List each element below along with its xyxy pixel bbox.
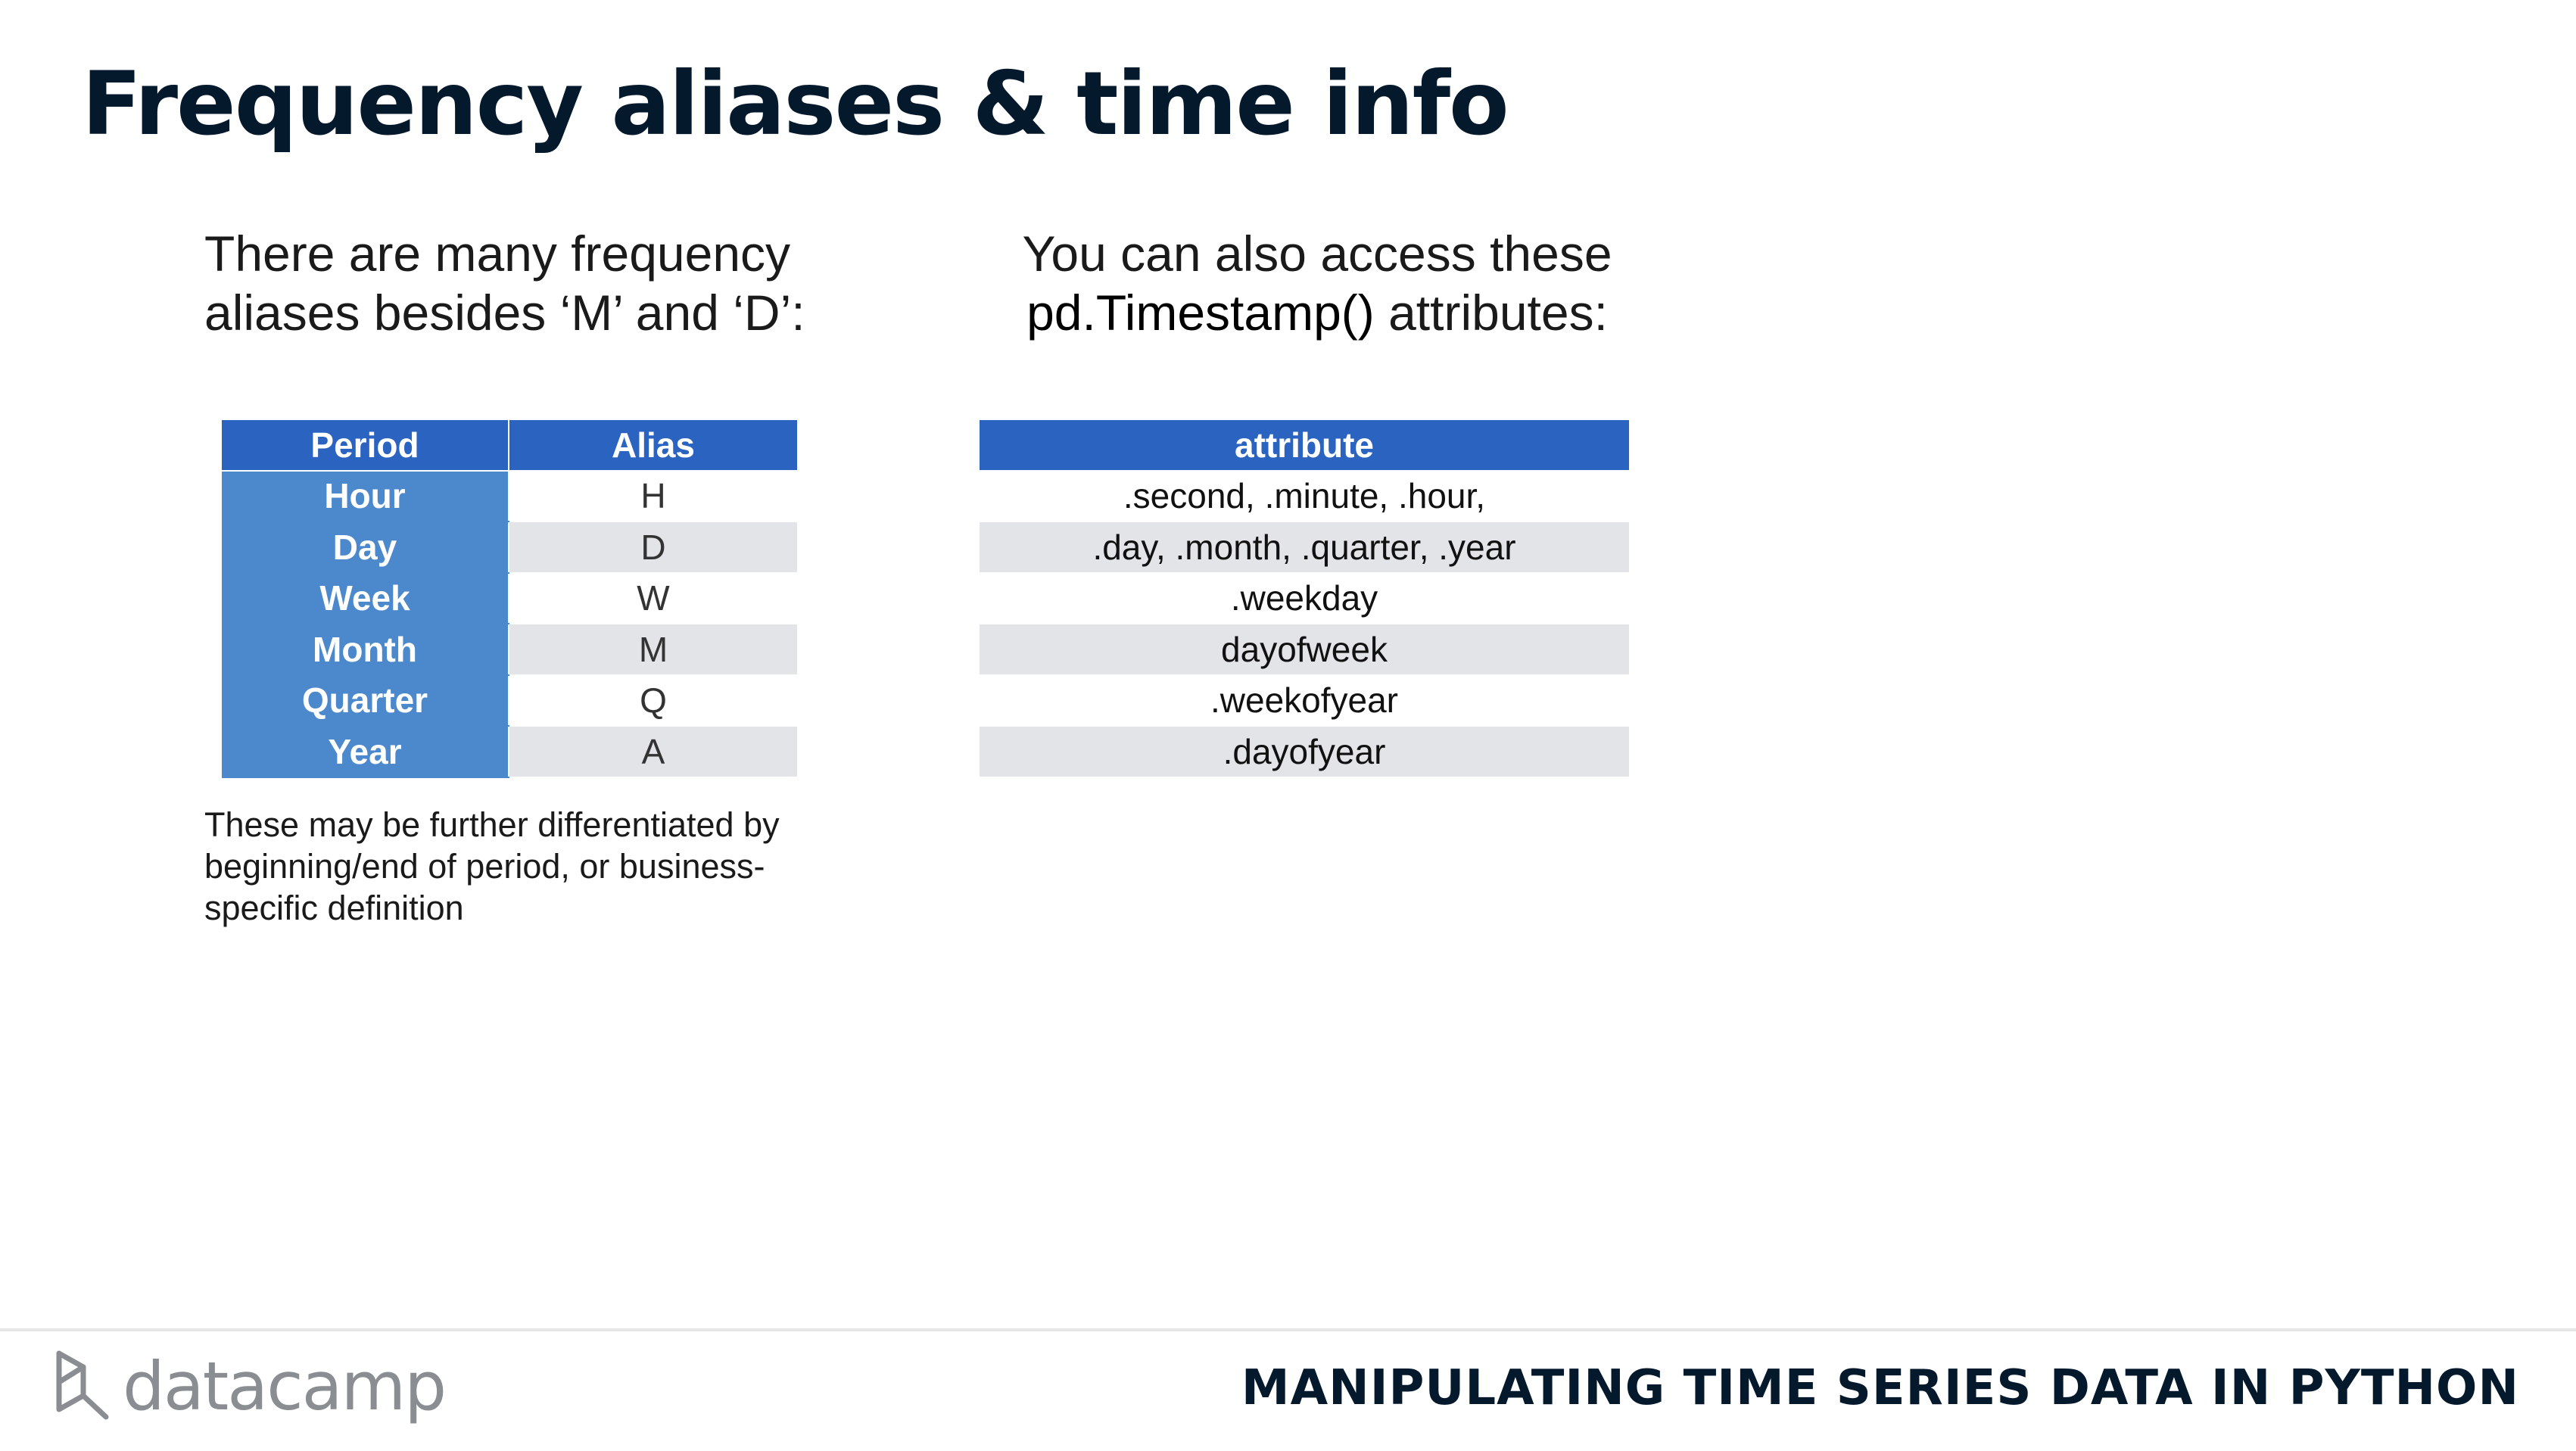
alias-cell: A [509,726,797,778]
alias-cell: H [509,470,797,522]
table-row: Month M [222,624,797,676]
attribute-cell: .weekofyear [980,674,1629,727]
alias-cell: W [509,572,797,624]
intro-right-line-2-rest: attributes: [1374,285,1608,341]
period-cell: Week [222,572,509,624]
table-row: Year A [222,726,797,778]
intro-right-text: You can also access these pd.Timestamp()… [977,224,1658,342]
period-cell: Year [222,726,509,778]
table-row: .day, .month, .quarter, .year [980,522,1629,574]
period-cell: Hour [222,470,509,522]
attribute-cell: .dayofyear [980,726,1629,778]
alias-cell: M [509,624,797,676]
attribute-table-header-row: attribute [980,420,1629,472]
alias-cell: Q [509,674,797,727]
table-row: .weekday [980,572,1629,624]
intro-left-text: There are many frequency aliases besides… [204,224,886,342]
table-row: dayofweek [980,624,1629,676]
table-row: Week W [222,572,797,624]
table-row: Quarter Q [222,674,797,727]
attribute-cell: .weekday [980,572,1629,624]
alias-cell: D [509,522,797,574]
period-cell: Month [222,624,509,676]
period-column-header: Period [222,420,509,472]
period-cell: Quarter [222,674,509,727]
intro-left-line-1: There are many frequency [204,226,791,282]
attribute-column-header: attribute [980,420,1629,472]
attribute-cell: dayofweek [980,624,1629,676]
table-row: .dayofyear [980,726,1629,778]
table-row: Hour H [222,470,797,522]
alias-column-header: Alias [509,420,797,472]
frequency-alias-table: Period Alias Hour H Day D Week W Month M… [222,420,797,778]
datacamp-logo: datacamp [53,1347,447,1425]
intro-left-line-2: aliases besides ‘M’ and ‘D’: [204,285,805,341]
footnote-text: These may be further differentiated by b… [204,805,780,927]
table-row: .second, .minute, .hour, [980,470,1629,522]
attribute-cell: .second, .minute, .hour, [980,470,1629,522]
slide-title: Frequency aliases & time info [82,53,1509,155]
intro-right-line-2: pd.Timestamp() attributes: [977,283,1658,342]
footer-divider [0,1328,2576,1331]
timestamp-attribute-table: attribute .second, .minute, .hour, .day,… [980,420,1629,778]
attribute-cell: .day, .month, .quarter, .year [980,522,1629,574]
timestamp-code: pd.Timestamp() [1026,285,1375,341]
datacamp-logo-icon [53,1349,112,1425]
alias-table-header-row: Period Alias [222,420,797,472]
intro-right-line-1: You can also access these [1022,226,1612,282]
datacamp-wordmark: datacamp [123,1347,447,1425]
table-row: .weekofyear [980,674,1629,727]
course-title: MANIPULATING TIME SERIES DATA IN PYTHON [1241,1360,2519,1416]
table-row: Day D [222,522,797,574]
period-cell: Day [222,522,509,574]
